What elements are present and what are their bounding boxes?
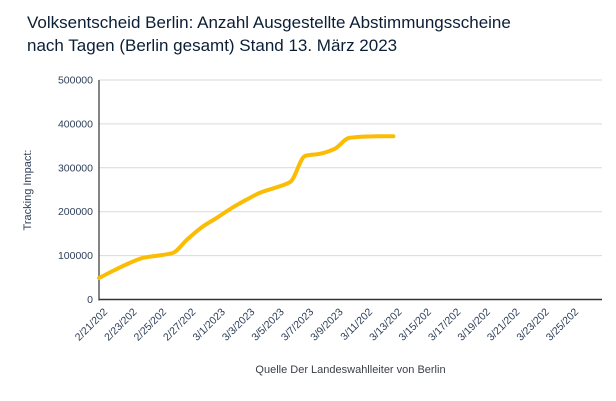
chart-title: Volksentscheid Berlin: Anzahl Ausgestell…: [27, 11, 602, 57]
y-tick-label: 400000: [58, 118, 93, 130]
x-tick-label: 3/25/202: [544, 306, 581, 343]
y-axis-title: Tracking Impact:: [22, 150, 34, 231]
x-tick-label: 3/9/2023: [308, 306, 345, 343]
series-line-tracking-impact: [97, 134, 396, 280]
chart-title-line-1: Volksentscheid Berlin: Anzahl Ausgestell…: [27, 13, 511, 32]
source-caption: Quelle Der Landeswahlleiter von Berlin: [255, 364, 446, 376]
y-tick-label: 100000: [58, 250, 93, 262]
y-tick-label: 300000: [58, 162, 93, 174]
y-tick-label: 200000: [58, 206, 93, 218]
y-tick-label: 0: [87, 294, 93, 306]
y-tick-label: 500000: [58, 75, 93, 87]
chart-title-line-2: nach Tagen (Berlin gesamt) Stand 13. Mär…: [27, 36, 398, 55]
